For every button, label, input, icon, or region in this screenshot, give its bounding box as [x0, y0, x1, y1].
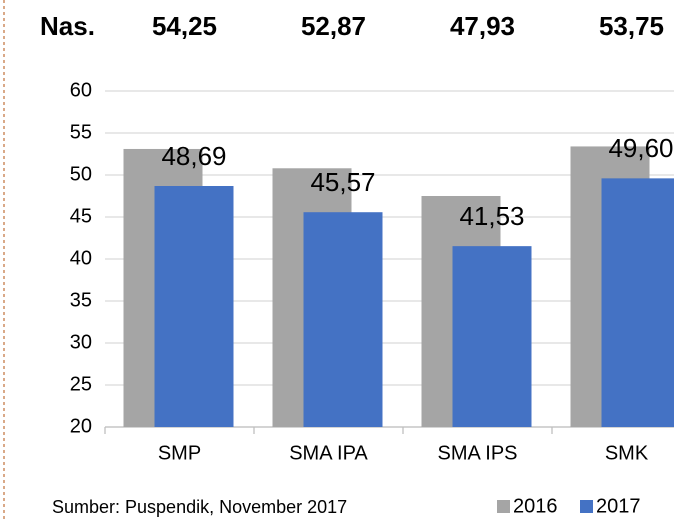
legend-label: 2016	[513, 495, 558, 517]
x-tick-label: SMP	[158, 442, 201, 464]
value-label: 48,69	[161, 141, 226, 171]
value-label: 41,53	[459, 201, 524, 231]
header-value: 47,93	[450, 11, 515, 41]
header-value: 52,87	[301, 11, 366, 41]
source: Sumber: Puspendik, November 2017	[52, 497, 347, 517]
y-tick-label: 60	[70, 79, 92, 101]
value-label: 45,57	[310, 167, 375, 197]
value-label: 49,60	[608, 133, 673, 163]
x-tick-label: SMA IPA	[289, 442, 368, 464]
bar	[154, 186, 234, 427]
bar	[303, 212, 383, 427]
y-tick-label: 20	[70, 415, 92, 437]
y-tick-label: 45	[70, 205, 92, 227]
header-label: Nas.	[40, 11, 95, 41]
y-tick-label: 55	[70, 121, 92, 143]
x-tick-label: SMK	[605, 442, 649, 464]
y-tick-label: 50	[70, 163, 92, 185]
header-value: 54,25	[152, 11, 217, 41]
legend-swatch	[497, 500, 510, 513]
legend-label: 2017	[596, 495, 641, 517]
y-tick-label: 30	[70, 331, 92, 353]
bar	[452, 246, 532, 427]
x-tick-label: SMA IPS	[437, 442, 517, 464]
y-tick-label: 35	[70, 289, 92, 311]
header-value: 53,75	[599, 11, 664, 41]
legend-swatch	[580, 500, 593, 513]
y-tick-label: 25	[70, 373, 92, 395]
bar	[601, 178, 674, 427]
y-tick-label: 40	[70, 247, 92, 269]
